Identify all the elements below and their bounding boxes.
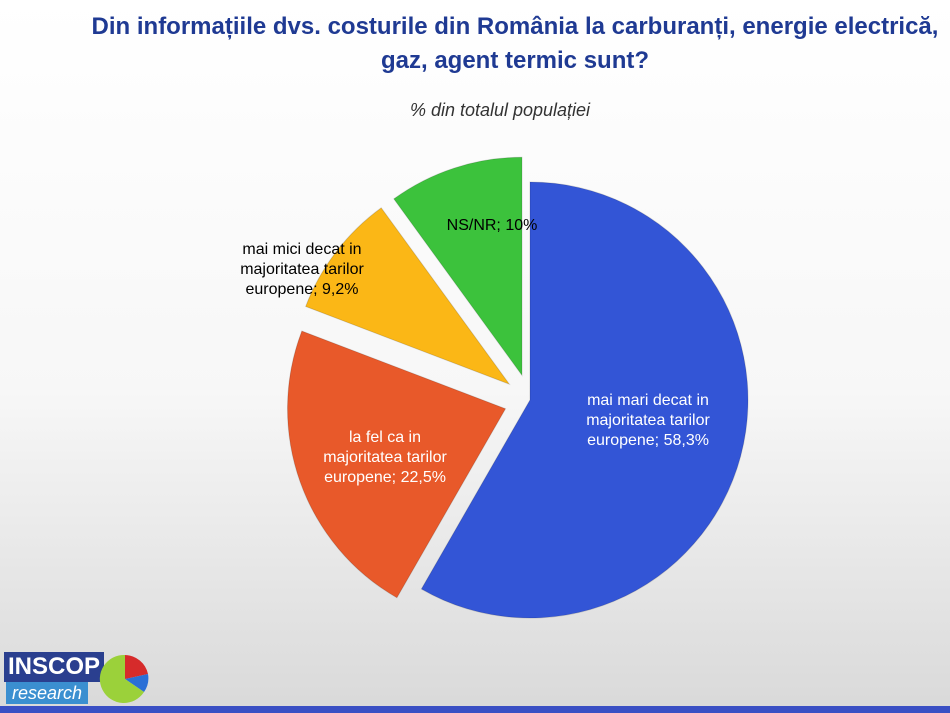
bottom-bar xyxy=(0,706,950,713)
pie-slice-1 xyxy=(287,330,507,599)
logo-name: INSCOP xyxy=(4,652,105,682)
inscop-logo: INSCOP research xyxy=(0,652,160,708)
pie-slice-label-3: NS/NR; 10% xyxy=(447,217,538,234)
chart-subtitle: % din totalul populației xyxy=(409,100,591,120)
logo-pie-icon xyxy=(99,654,149,703)
logo-tagline: research xyxy=(6,682,89,704)
pie-slice-0 xyxy=(420,181,749,619)
pie-slice-label-2: mai mici decat in majoritatea tarilor euro… xyxy=(240,241,364,298)
pie-slice-3 xyxy=(393,156,523,377)
chart-title: Din informațiile dvs. costurile din Româ… xyxy=(91,13,939,74)
pie-slice-2 xyxy=(305,207,511,386)
pie-slice-label-1: la fel ca in majoritatea tarilor europene;… xyxy=(323,429,447,486)
pie-slice-label-0: mai mari decat in majoritatea tarilor euro… xyxy=(586,392,710,449)
